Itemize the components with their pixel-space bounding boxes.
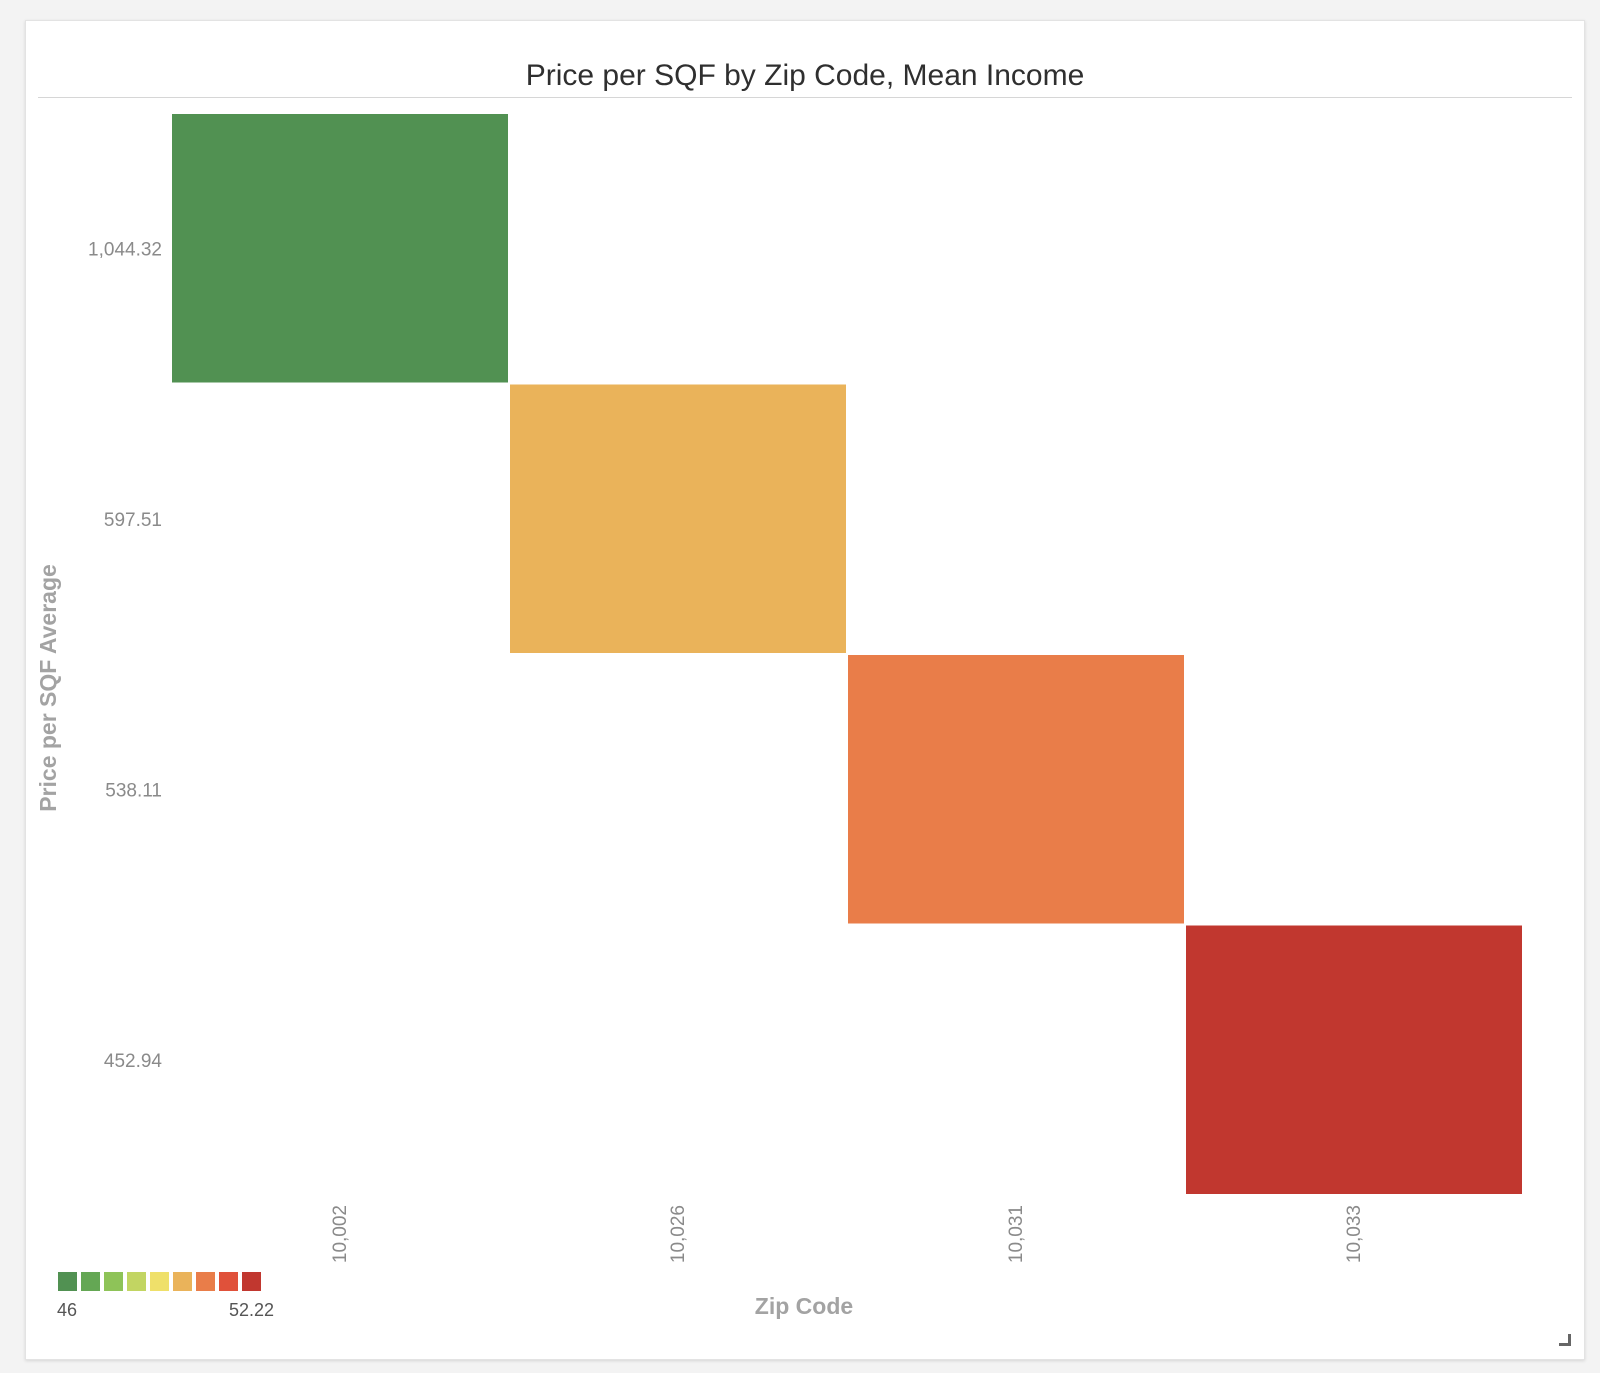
legend-swatch [173,1272,192,1291]
y-tick-label: 452.94 [104,1051,163,1072]
x-tick-label: 10,033 [1344,1205,1365,1263]
y-tick-label: 538.11 [105,780,162,801]
legend-swatch [242,1272,261,1291]
heatmap-cell [510,384,846,653]
legend-swatch [219,1272,238,1291]
heatmap-cell [1186,925,1522,1194]
y-axis-title: Price per SQF Average [35,564,61,812]
title-divider [38,97,1572,98]
legend-swatch [104,1272,123,1291]
x-tick-label: 10,002 [330,1205,351,1263]
chart-title: Price per SQF by Zip Code, Mean Income [525,59,1085,92]
heatmap-cell [172,114,508,383]
x-axis-title: Zip Code [755,1293,853,1319]
legend-swatch [58,1272,77,1291]
resize-handle-icon[interactable] [1559,1334,1571,1346]
x-tick-label: 10,026 [668,1205,689,1263]
x-tick-label: 10,031 [1006,1205,1027,1263]
legend-swatch [127,1272,146,1291]
legend-max-label: 52.22 [229,1300,274,1320]
heatmap-cell [848,655,1184,924]
heatmap-chart: 1,044.32 597.51 538.11 452.94 10,002 10,026 10… [35,114,1522,1320]
y-tick-label: 1,044.32 [88,239,162,260]
legend-swatch [150,1272,169,1291]
chart-card: Price per SQF by Zip Code, Mean Income 1… [25,20,1585,1360]
legend-swatch [196,1272,215,1291]
legend-min-label: 46 [57,1300,77,1320]
y-tick-label: 597.51 [104,510,162,531]
legend-swatch [81,1272,100,1291]
